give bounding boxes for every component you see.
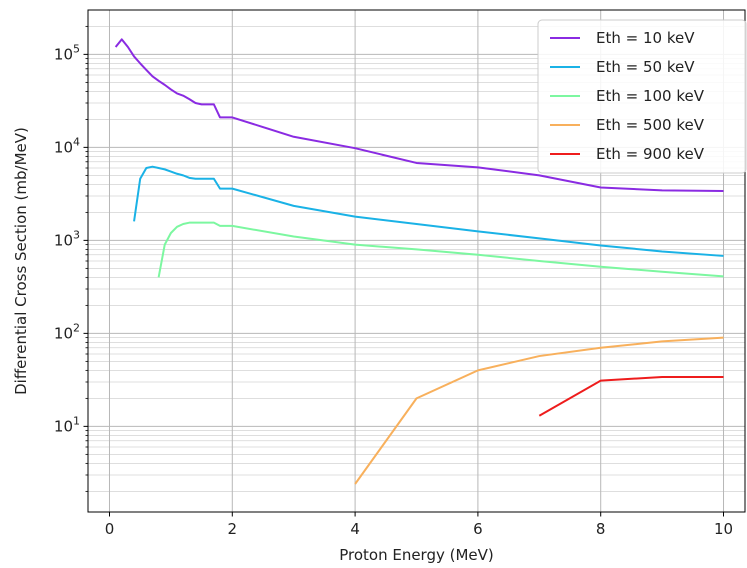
x-tick-label: 2	[228, 520, 238, 538]
axis-ticks: 101 102 103 104 105 0 2 4 6 8 10	[54, 25, 733, 538]
y-tick-label: 103	[54, 228, 80, 249]
series-line-1	[114, 38, 724, 192]
legend-label: Eth = 100 keV	[596, 87, 705, 105]
y-tick-label: 105	[54, 42, 80, 63]
y-axis-label: Differential Cross Section (mb/MeV)	[12, 127, 30, 395]
x-tick-label: 6	[473, 520, 483, 538]
x-tick-label: 0	[105, 520, 115, 538]
legend-box	[537, 19, 747, 174]
y-tick-label: 101	[54, 414, 80, 435]
series-line-2	[133, 165, 724, 257]
series-line-4	[354, 336, 724, 485]
legend: Eth = 10 keV Eth = 50 keV Eth = 100 keV Eth…	[537, 19, 747, 174]
series-line-3	[157, 221, 724, 278]
legend-label: Eth = 900 keV	[596, 145, 705, 163]
x-tick-label: 8	[596, 520, 606, 538]
series-lines	[114, 38, 724, 485]
series-line-5	[538, 375, 724, 417]
y-tick-label: 102	[54, 321, 80, 342]
legend-label: Eth = 10 keV	[596, 29, 695, 47]
x-tick-label: 10	[714, 520, 733, 538]
x-axis-label: Proton Energy (MeV)	[339, 546, 494, 564]
legend-label: Eth = 500 keV	[596, 116, 705, 134]
legend-label: Eth = 50 keV	[596, 58, 695, 76]
x-tick-label: 4	[350, 520, 360, 538]
y-tick-label: 104	[54, 135, 80, 156]
